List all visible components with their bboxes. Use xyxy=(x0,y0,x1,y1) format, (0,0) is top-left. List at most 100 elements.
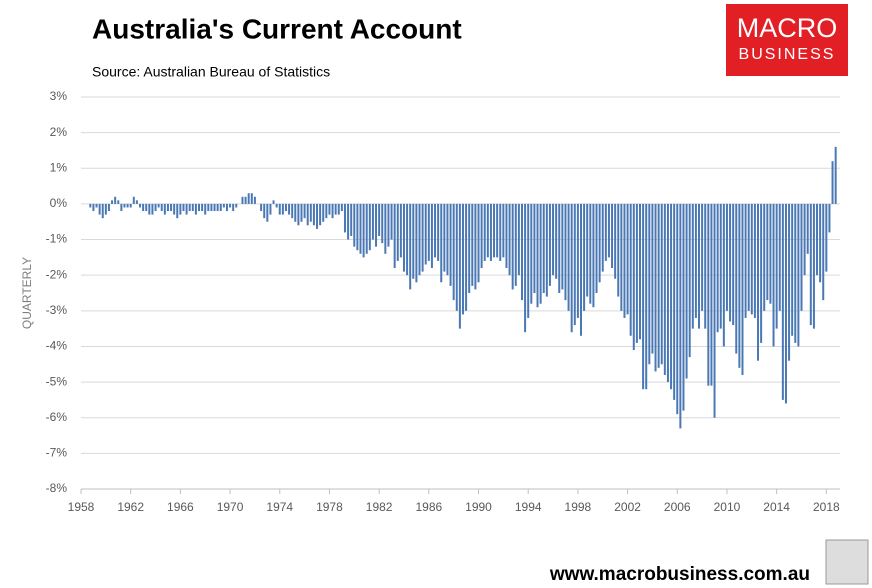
y-tick-label: -4% xyxy=(46,339,68,353)
bar xyxy=(111,200,114,204)
y-tick-label: -7% xyxy=(46,446,68,460)
bar xyxy=(831,161,834,204)
bar xyxy=(558,203,561,293)
x-tick-label: 1958 xyxy=(68,500,95,514)
x-tick-label: 1974 xyxy=(266,500,293,514)
bar xyxy=(303,203,306,219)
bar xyxy=(614,203,617,279)
bar xyxy=(244,196,247,204)
chart-subtitle: Source: Australian Bureau of Statistics xyxy=(92,64,330,80)
bar xyxy=(241,196,244,204)
bar xyxy=(791,203,794,336)
bar xyxy=(356,203,359,251)
bar xyxy=(176,203,179,219)
bar xyxy=(635,203,638,343)
bar xyxy=(260,203,263,212)
bar xyxy=(350,203,353,236)
bar xyxy=(126,203,129,208)
y-tick-label: -8% xyxy=(46,481,68,495)
bar xyxy=(750,203,753,315)
bar xyxy=(483,203,486,261)
bar xyxy=(316,203,319,229)
bar xyxy=(210,203,213,212)
bar xyxy=(179,203,182,215)
bar xyxy=(269,203,272,215)
bar xyxy=(365,203,368,254)
bar xyxy=(232,203,235,212)
bar xyxy=(434,203,437,258)
bar xyxy=(713,203,716,418)
bar xyxy=(325,203,328,219)
bar xyxy=(567,203,570,311)
bar xyxy=(648,203,651,365)
bar xyxy=(421,203,424,272)
bar xyxy=(520,203,523,301)
bar xyxy=(213,203,216,212)
bar xyxy=(229,203,232,208)
bar xyxy=(642,203,645,390)
bar xyxy=(573,203,576,326)
bar xyxy=(592,203,595,308)
bar xyxy=(340,203,343,212)
bar xyxy=(514,203,517,286)
bar xyxy=(449,203,452,286)
y-axis-label: QUARTERLY xyxy=(20,257,34,329)
bar xyxy=(639,203,642,340)
bar xyxy=(688,203,691,358)
bar xyxy=(98,203,101,215)
bar xyxy=(468,203,471,293)
bar xyxy=(797,203,800,347)
bar xyxy=(732,203,735,326)
bar xyxy=(784,203,787,404)
bar xyxy=(216,203,219,212)
bar xyxy=(275,203,278,208)
bar xyxy=(418,203,421,276)
bar xyxy=(362,203,365,258)
bar xyxy=(284,203,287,212)
bar xyxy=(620,203,623,311)
x-tick-label: 2006 xyxy=(664,500,691,514)
x-tick-label: 2002 xyxy=(614,500,641,514)
bar xyxy=(406,203,409,276)
bar xyxy=(729,203,732,322)
bar xyxy=(322,203,325,222)
y-tick-label: 2% xyxy=(50,125,68,139)
bar xyxy=(343,203,346,233)
bar xyxy=(493,203,496,258)
bar xyxy=(253,196,256,204)
y-tick-label: -2% xyxy=(46,267,68,281)
bar xyxy=(536,203,539,308)
bar xyxy=(415,203,418,283)
bar xyxy=(461,203,464,315)
bar xyxy=(803,203,806,276)
bar xyxy=(757,203,760,361)
bar xyxy=(319,203,322,226)
bar xyxy=(390,203,393,240)
bar xyxy=(604,203,607,261)
bar xyxy=(446,203,449,276)
bar xyxy=(499,203,502,261)
bar xyxy=(123,203,126,208)
bar xyxy=(533,203,536,293)
bar xyxy=(719,203,722,329)
bar xyxy=(595,203,598,293)
x-tick-label: 1978 xyxy=(316,500,343,514)
bar xyxy=(816,203,819,276)
bar xyxy=(114,196,117,204)
x-tick-label: 2010 xyxy=(714,500,741,514)
bar xyxy=(725,203,728,311)
bar xyxy=(654,203,657,372)
y-tick-label: -3% xyxy=(46,303,68,317)
bar xyxy=(452,203,455,301)
bar xyxy=(502,203,505,258)
bar xyxy=(191,203,194,212)
bar xyxy=(747,203,750,311)
bar xyxy=(247,193,250,204)
y-tick-label: 0% xyxy=(50,196,68,210)
bar xyxy=(617,203,620,297)
bar xyxy=(201,203,204,212)
bar xyxy=(698,203,701,329)
bar xyxy=(800,203,803,311)
bar xyxy=(288,203,291,215)
bar xyxy=(440,203,443,283)
